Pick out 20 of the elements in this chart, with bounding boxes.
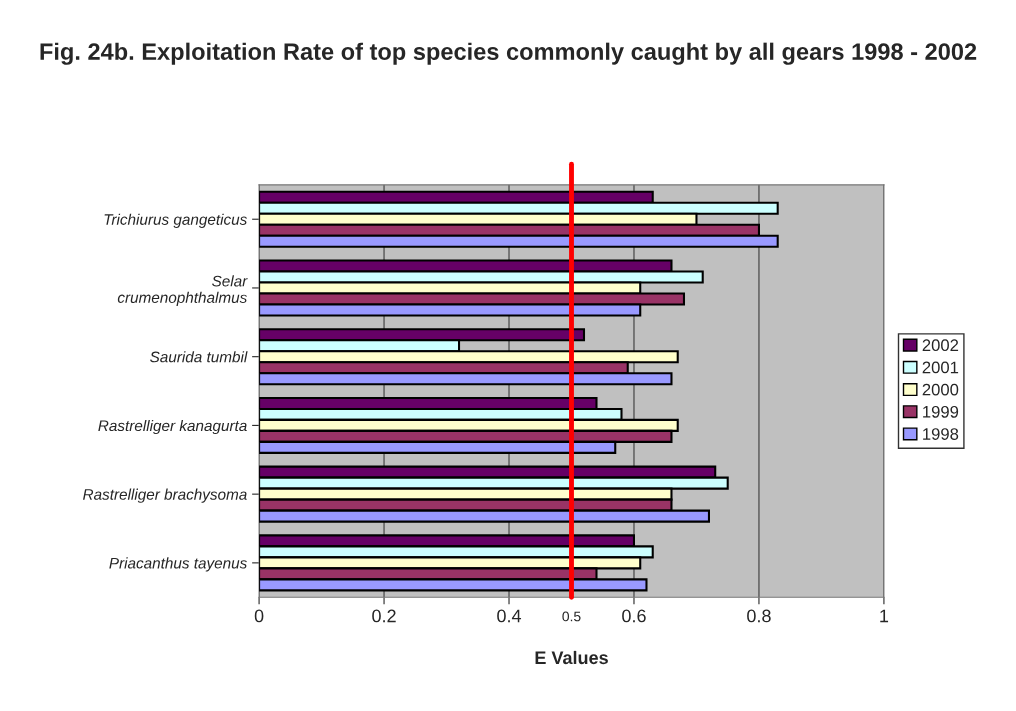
x-tick-label: 0 [254, 609, 264, 623]
y-tick-label: Priacanthus tayenus [109, 557, 247, 572]
ref-line-label: 0.5 [562, 611, 581, 622]
x-tick-label: 0.4 [497, 609, 522, 623]
legend-label: 1998 [923, 428, 959, 440]
chart-title: Fig. 24b. Exploitation Rate of top species commonly caught by all gears 1998 - 2002 [40, 42, 977, 65]
x-tick-label: 1 [880, 609, 889, 623]
legend-label: 2002 [922, 339, 959, 352]
y-tick-label: Trichiurus gangeticus [104, 213, 247, 228]
legend-label: 2001 [922, 361, 959, 374]
x-axis-title: E Values [535, 650, 608, 665]
legend-label: 2000 [922, 383, 959, 396]
x-tick-label: 0.2 [372, 609, 396, 623]
y-tick-label: Selar crumenophthalmus [117, 275, 248, 306]
y-tick-label: Rastrelliger kanagurta [98, 419, 247, 435]
x-tick-label: 0.8 [747, 609, 771, 623]
legend-label: 1999 [923, 405, 959, 418]
x-tick-label: 0.6 [622, 609, 646, 623]
y-tick-label: Saurida tumbil [150, 351, 248, 363]
y-tick-label: Rastrelliger brachysoma [83, 488, 247, 503]
